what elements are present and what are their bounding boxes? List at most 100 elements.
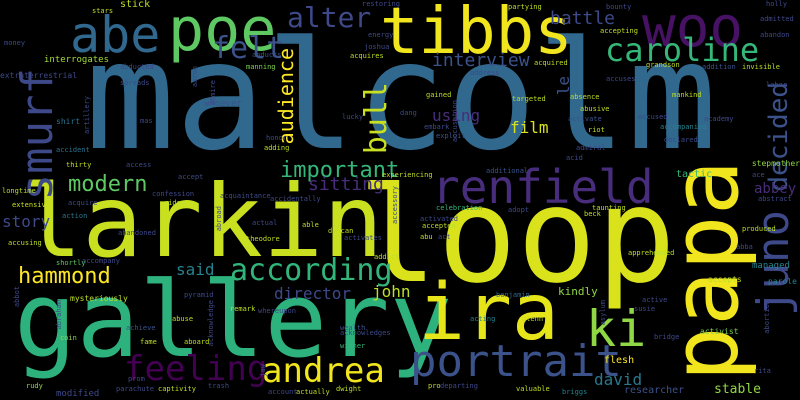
word-accidentally: accidentally <box>270 195 321 203</box>
word-activist: activist <box>700 327 739 336</box>
word-spreads: accompany <box>82 257 120 265</box>
word-stick: stick <box>120 0 151 10</box>
word-restoring: restoring <box>362 0 400 8</box>
word-modified: modified <box>56 389 100 399</box>
word-abraham: abbot <box>13 286 21 308</box>
word-andrea: andrea <box>262 351 385 391</box>
word-interrogates: interrogates <box>44 55 110 65</box>
word-important: important <box>280 158 400 183</box>
word-acquired: acquired <box>534 59 568 67</box>
word-dwight: dwight <box>336 385 362 393</box>
word-accusation: admire <box>209 80 217 106</box>
word-ira: ira <box>418 268 559 358</box>
word-researcher: researcher <box>624 385 685 396</box>
word-parachute: parachute <box>116 385 154 393</box>
word-acting: acting <box>470 315 496 323</box>
word-actually: actually <box>296 388 330 396</box>
word-plaza: ace <box>752 171 765 179</box>
word-valuable: valuable <box>516 385 550 393</box>
word-remark: remark <box>230 305 256 313</box>
word-abe: abe <box>70 6 161 64</box>
word-bridge: jaw <box>259 364 267 377</box>
word-malcolm: malcolm <box>85 10 718 184</box>
word-absence: absence <box>570 93 600 101</box>
word-energy: energy <box>368 31 394 39</box>
word-feeling: feeling <box>124 349 268 389</box>
word-briggs: briggs <box>562 388 588 396</box>
word-accessory: aaron <box>191 66 199 88</box>
word-film: film <box>510 118 549 137</box>
word-kindly: kindly <box>558 285 598 298</box>
word-actual: actual <box>252 219 278 227</box>
word-portrait: portrait <box>410 336 622 387</box>
word-larkin: larkin <box>22 163 384 280</box>
word-activates: activates <box>344 234 382 242</box>
word-embark: embark <box>424 123 450 131</box>
word-poe: poe <box>168 0 277 65</box>
word-confession: confession <box>152 190 195 198</box>
word-alter: alter <box>287 1 372 34</box>
word-decided: decided <box>764 82 794 192</box>
word-gallery: gallery <box>14 259 453 381</box>
word-flesh: flesh <box>604 355 635 366</box>
word-abducted: abducted <box>120 63 154 71</box>
word-act: act <box>438 233 451 241</box>
word-aaron: rita <box>754 367 771 375</box>
word-produced: abstract <box>758 195 792 203</box>
word-battle: battle <box>550 8 616 29</box>
word-abbey: abbey <box>754 181 797 197</box>
word-holly: bounty <box>606 3 632 11</box>
word-apprehended: produced <box>742 225 776 233</box>
word-story: story <box>2 212 51 231</box>
word-felt: felt <box>212 31 285 66</box>
word-captivity: captivity <box>158 385 196 393</box>
word-departing: departing <box>440 382 478 390</box>
word-stars: stars <box>92 7 114 15</box>
word-said: said <box>176 260 215 279</box>
word-whereupon: whereupon <box>258 307 296 315</box>
word-acquaintance: acquaintance <box>220 192 271 200</box>
word-papa: papa <box>652 160 759 382</box>
word-accept: accept <box>178 173 204 181</box>
word-theodore: theodore <box>246 235 280 243</box>
word-tibbs: tibbs <box>380 0 573 69</box>
word-sitting: sitting <box>308 174 384 195</box>
word-audience: audience <box>274 48 298 145</box>
word-academy: abraham <box>55 300 63 330</box>
word-shirt: shirt <box>56 117 81 126</box>
word-action: action <box>62 212 88 220</box>
word-tactic: tactic <box>676 169 713 180</box>
word-jaw: dang <box>400 109 417 117</box>
word-partying: partying <box>508 3 542 11</box>
word-celebration: celebration <box>436 204 483 212</box>
word-ki: ki <box>586 300 647 358</box>
word-adding: adding <box>264 144 290 152</box>
word-bull: bull <box>359 82 394 155</box>
word-experiencing: experiencing <box>382 171 433 179</box>
word-david: david <box>594 370 643 389</box>
word-account: account <box>268 388 298 396</box>
word-targeted: targeted <box>512 95 546 103</box>
word-stepmother: stepmother <box>751 159 800 168</box>
word-abbot: acknowledge <box>207 300 215 347</box>
word-accusing: accusing <box>8 239 42 247</box>
word-managed: managed <box>752 261 790 271</box>
word-acknowledge: acknowledges <box>340 329 391 337</box>
word-glenn: glenn <box>522 315 544 323</box>
word-according: according <box>230 253 393 288</box>
word-admire: asylum <box>599 300 607 326</box>
word-accepting: accepting <box>600 27 638 35</box>
word-manning: manning <box>246 63 276 71</box>
word-thirty: thirty <box>66 161 92 169</box>
word-honor: honor <box>266 134 288 142</box>
word-additional: additional <box>486 167 529 175</box>
word-able: able <box>302 221 319 229</box>
word-accompany: accusation <box>451 100 459 143</box>
word-abandoned: abandoned <box>118 229 156 237</box>
word-stable: stable <box>714 382 761 397</box>
word-abu: abu <box>420 233 433 241</box>
word-winner: winner <box>340 342 366 350</box>
word-acknowledges: abroad <box>215 206 223 232</box>
word-coin: coin <box>60 334 77 342</box>
word-activated: activated <box>420 215 458 223</box>
